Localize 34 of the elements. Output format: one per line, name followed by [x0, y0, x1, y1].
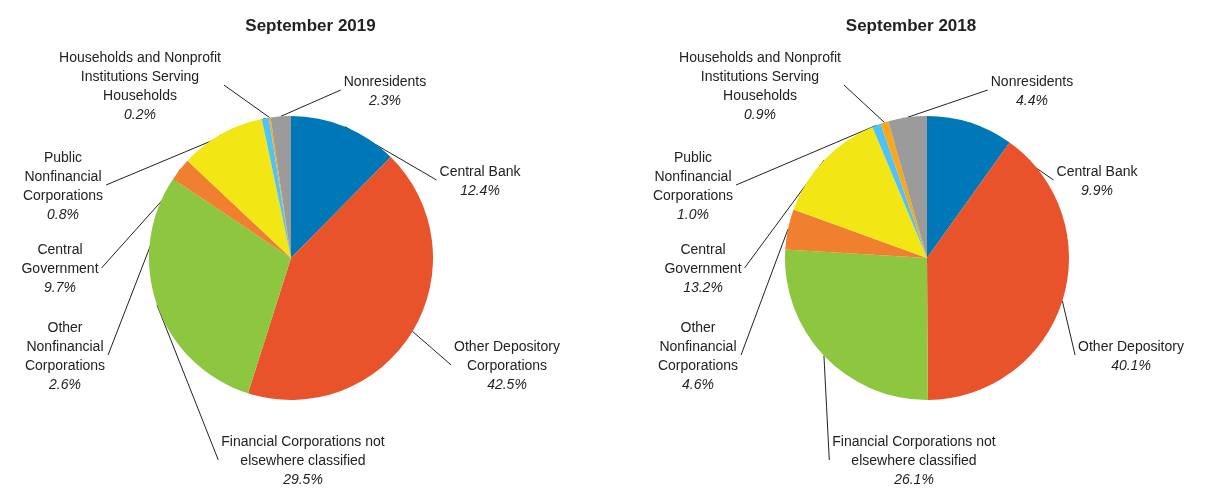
data-label: 12.4%	[460, 181, 500, 198]
data-label: 4.4%	[1016, 91, 1048, 108]
slice-label: Public Nonfinancial Corporations	[22, 148, 104, 203]
slice-label: Other Nonfinancial Corporations	[24, 318, 106, 373]
data-label: 42.5%	[487, 376, 527, 392]
slice-label: Central Government	[664, 241, 742, 276]
slice-label: Households and Nonprofit Institutions Serving Households	[679, 48, 842, 103]
data-label: 9.7%	[44, 279, 76, 295]
slice-label: Nonresidents	[343, 72, 427, 89]
data-label: 9.9%	[1081, 181, 1113, 198]
data-label: 0.9%	[744, 105, 776, 122]
slice-label: Central Bank	[439, 162, 522, 179]
slice-label: Financial Corporations not elsewhere classified	[221, 433, 385, 468]
data-label: 4.6%	[682, 375, 714, 392]
data-label: 40.1%	[1111, 356, 1151, 373]
slice-label: Other Depository Corporations	[454, 338, 560, 373]
slice-label: Central Government	[21, 241, 99, 276]
data-label: 0.8%	[47, 205, 79, 222]
slice-label: Financial Corporations not elsewhere classified	[832, 433, 996, 468]
data-label: 2.3%	[368, 91, 401, 108]
slice-label: Nonresidents	[990, 72, 1074, 89]
chart-title: September 2019	[245, 16, 376, 35]
data-label: 2.6%	[48, 375, 81, 392]
slice-label: Other Nonfinancial Corporations	[657, 318, 739, 373]
slice-label: Public Nonfinancial Corporations	[652, 148, 734, 203]
data-label: 13.2%	[683, 279, 723, 295]
slice-label: Households and Nonprofit Institutions Serving Households	[59, 48, 222, 103]
slice-label: Central Bank	[1056, 162, 1139, 179]
slice-label: Other Depository	[1078, 337, 1184, 354]
data-label: 0.2%	[124, 105, 156, 122]
chart-title: September 2018	[845, 16, 977, 35]
data-label: 26.1%	[893, 471, 934, 487]
data-label: 29.5%	[282, 471, 323, 487]
data-label: 1.0%	[677, 205, 709, 222]
